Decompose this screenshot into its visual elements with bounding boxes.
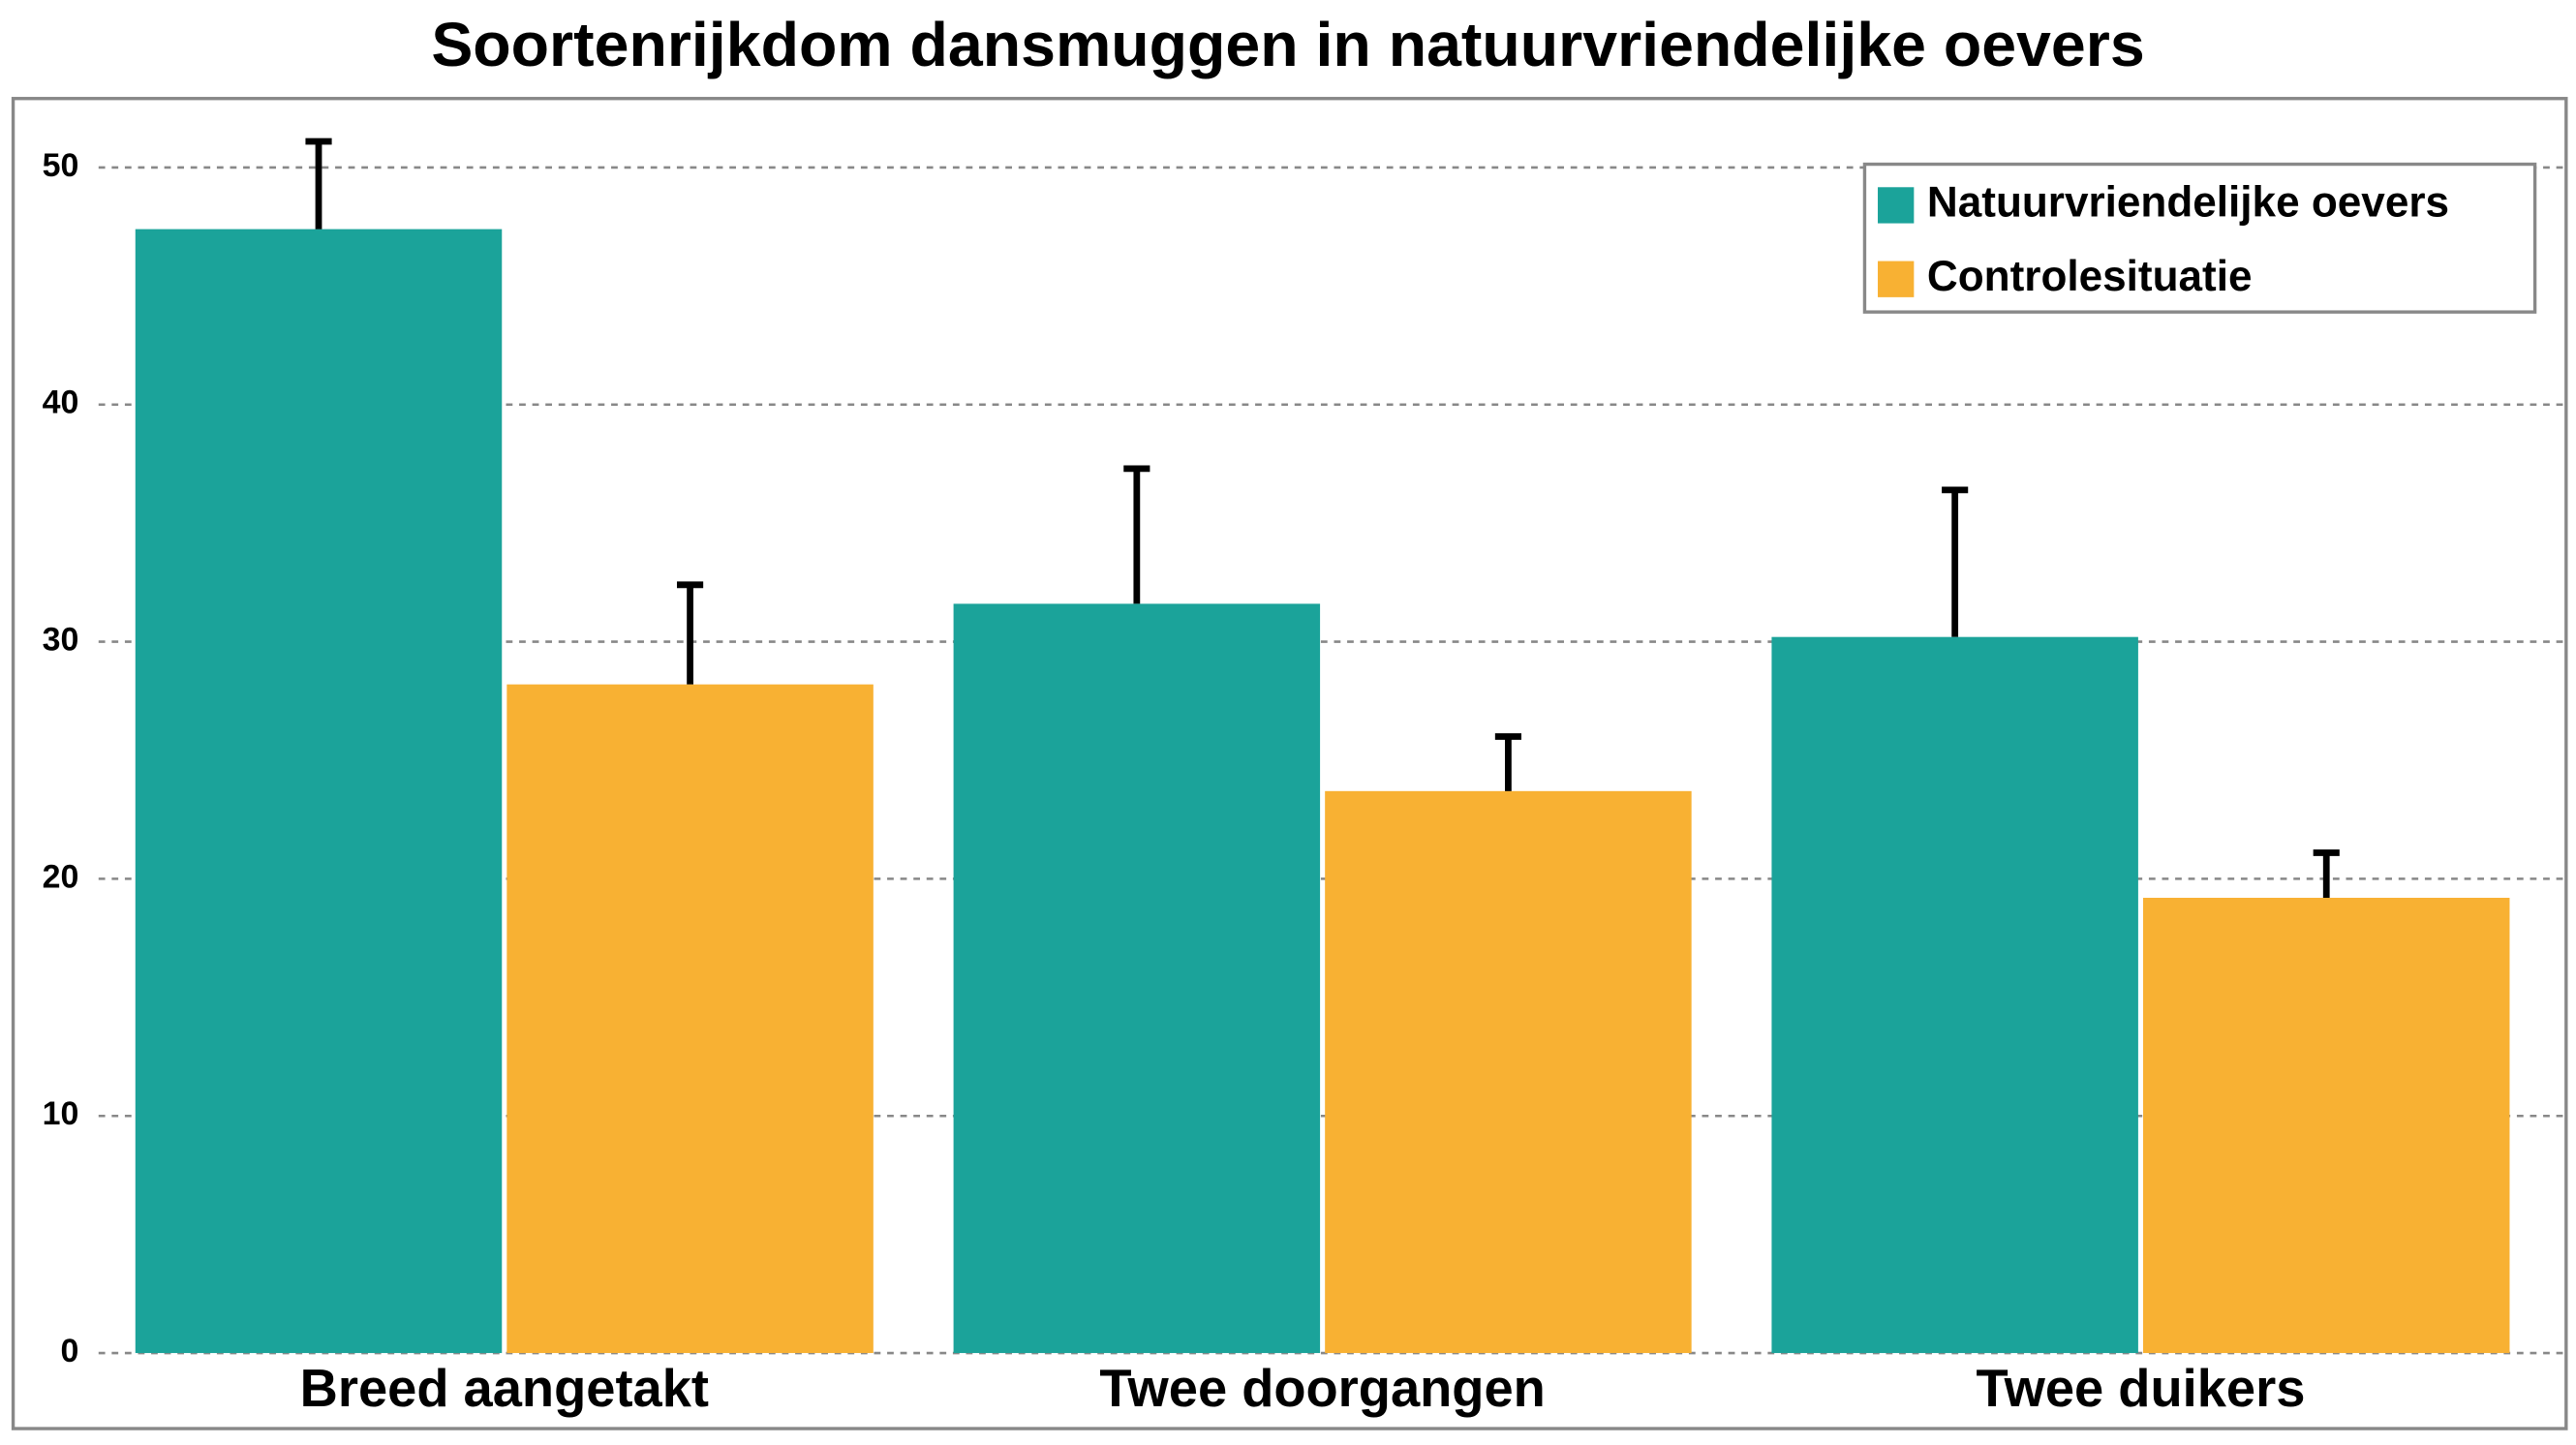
bar — [506, 684, 874, 1354]
error-bar — [2313, 849, 2340, 898]
x-tick-label: Twee doorgangen — [1099, 1359, 1545, 1418]
bar — [2142, 897, 2510, 1354]
error-bar — [677, 581, 704, 685]
y-tick-label: 0 — [61, 1333, 79, 1369]
error-bar — [1123, 465, 1150, 604]
bars: Breed aangetakt Twee doorgangen Twee duike… — [135, 138, 2510, 1418]
y-tick-label: 10 — [43, 1095, 79, 1132]
bar — [135, 229, 503, 1354]
x-tick-label: Breed aangetakt — [300, 1359, 709, 1418]
y-tick-label: 50 — [43, 147, 79, 184]
bar — [953, 603, 1321, 1354]
error-bar — [1942, 486, 1969, 637]
legend-swatch — [1878, 261, 1915, 297]
bar — [1325, 790, 1692, 1354]
y-tick-label: 30 — [43, 622, 79, 659]
x-tick-label: Twee duikers — [1976, 1359, 2305, 1418]
legend: Natuurvriendelijke oevers Controlesituati… — [1862, 162, 2537, 314]
legend-box — [1862, 162, 2537, 314]
legend-label: Controlesituatie — [1927, 253, 2253, 300]
legend-swatch — [1878, 187, 1915, 224]
legend-label: Natuurvriendelijke oevers — [1927, 179, 2449, 227]
chart-title: Soortenrijkdom dansmuggen in natuurvrien… — [431, 10, 2144, 79]
bar — [1771, 636, 2138, 1354]
error-bar — [1494, 733, 1521, 791]
y-tick-label: 20 — [43, 858, 79, 895]
y-tick-label: 40 — [43, 384, 79, 421]
error-bar — [305, 138, 332, 230]
